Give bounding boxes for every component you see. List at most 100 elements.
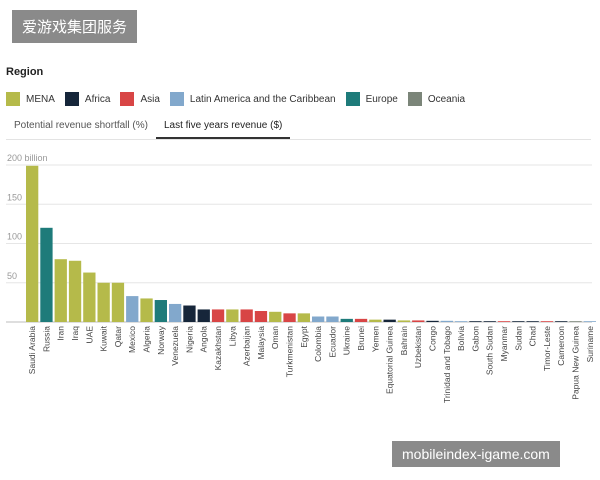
bar-suriname[interactable] [583, 321, 596, 322]
bar-ecuador[interactable] [326, 316, 339, 322]
x-tick-label: Nigeria [184, 326, 194, 353]
bar-trinidad-and-tobago[interactable] [440, 320, 453, 322]
legend-swatch-mena [6, 92, 20, 106]
legend-label-mena: MENA [26, 93, 55, 105]
y-tick-label: 200 billion [7, 153, 48, 163]
x-tick-label: Saudi Arabia [27, 326, 37, 374]
x-tick-label: Suriname [585, 326, 595, 363]
bar-turkmenistan[interactable] [283, 313, 296, 322]
bar-iraq[interactable] [68, 260, 82, 322]
tab-divider [6, 139, 591, 140]
x-tick-label: Malaysia [256, 326, 266, 360]
bar-angola[interactable] [197, 309, 210, 322]
x-tick-label: Yemen [370, 326, 380, 352]
legend-label-asia: Asia [140, 93, 160, 105]
bar-norway[interactable] [154, 300, 167, 322]
bar-timor-leste[interactable] [540, 321, 554, 322]
x-tick-label: Libya [227, 326, 237, 347]
bar-gabon[interactable] [469, 321, 482, 322]
legend-label-africa: Africa [84, 93, 111, 105]
bar-algeria[interactable] [140, 298, 153, 322]
bar-uzbekistan[interactable] [412, 320, 425, 322]
bar-bahrain[interactable] [397, 320, 411, 322]
legend-swatch-africa [64, 92, 79, 106]
bar-russia[interactable] [40, 227, 53, 322]
bar-congo[interactable] [426, 320, 439, 322]
x-tick-label: South Sudan [485, 326, 495, 375]
x-tick-label: Iraq [70, 326, 80, 341]
bar-brunei[interactable] [354, 318, 368, 322]
watermark-top: 爱游戏集团服务 [12, 10, 138, 43]
x-tick-label: UAE [84, 326, 94, 344]
bar-papua-new-guinea[interactable] [569, 321, 582, 322]
bar-uae[interactable] [83, 272, 96, 322]
x-tick-label: Algeria [142, 326, 152, 353]
legend-item-asia[interactable]: Asia [120, 92, 160, 106]
bar-kazakhstan[interactable] [211, 309, 225, 322]
x-tick-label: Uzbekistan [413, 326, 423, 368]
bar-oman[interactable] [269, 311, 282, 322]
x-tick-label: Congo [428, 326, 438, 351]
bar-kuwait[interactable] [97, 282, 110, 322]
y-tick-label: 100 [7, 232, 22, 242]
y-tick-label: 50 [7, 271, 17, 281]
bar-chad[interactable] [526, 321, 539, 322]
x-tick-label: Turkmenistan [285, 326, 295, 377]
legend-item-mena[interactable]: MENA [6, 92, 55, 106]
legend-label-latin-america: Latin America and the Caribbean [189, 93, 336, 105]
x-tick-label: Bahrain [399, 326, 409, 356]
bar-azerbaijan[interactable] [240, 309, 253, 322]
tab-five-year-revenue[interactable]: Last five years revenue ($) [155, 116, 291, 139]
bar-iran[interactable] [54, 259, 67, 322]
legend-swatch-europe [345, 92, 360, 106]
bar-yemen[interactable] [369, 319, 382, 322]
x-tick-label: Russia [41, 326, 51, 352]
legend-item-oceania[interactable]: Oceania [407, 92, 466, 106]
bar-myanmar[interactable] [497, 321, 511, 322]
bar-mexico[interactable] [126, 296, 139, 322]
x-tick-label: Angola [199, 326, 209, 353]
x-tick-label: Egypt [299, 325, 309, 347]
x-tick-label: Ecuador [327, 326, 337, 358]
x-tick-label: Norway [156, 325, 166, 355]
bar-malaysia[interactable] [254, 311, 268, 322]
legend-item-europe[interactable]: Europe [345, 92, 398, 106]
bar-saudi-arabia[interactable] [26, 165, 39, 322]
bar-ukraine[interactable] [340, 318, 353, 322]
legend-label-oceania: Oceania [427, 93, 466, 105]
bar-qatar[interactable] [111, 282, 125, 322]
y-tick-label: 150 [7, 192, 22, 202]
x-tick-label: Trinidad and Tobago [442, 326, 452, 403]
x-tick-label: Gabon [470, 326, 480, 352]
bar-libya[interactable] [226, 309, 239, 322]
region-title: Region [6, 66, 44, 78]
x-tick-label: Chad [528, 326, 538, 347]
x-tick-label: Qatar [113, 326, 123, 347]
x-tick-label: Ukraine [342, 326, 352, 356]
x-tick-label: Colombia [313, 326, 323, 362]
legend-label-europe: Europe [365, 93, 398, 105]
bar-equatorial-guinea[interactable] [383, 319, 396, 322]
x-tick-label: Sudan [513, 326, 523, 351]
bar-bolivia[interactable] [455, 321, 468, 322]
tab-revenue-shortfall[interactable]: Potential revenue shortfall (%) [14, 120, 148, 131]
bar-venezuela[interactable] [169, 303, 182, 322]
legend-item-africa[interactable]: Africa [64, 92, 111, 106]
bar-sudan[interactable] [512, 321, 525, 322]
x-tick-label: Timor-Leste [542, 326, 552, 371]
x-tick-label: Kazakhstan [213, 326, 223, 371]
x-tick-label: Equatorial Guinea [385, 326, 395, 394]
x-tick-label: Brunei [356, 326, 366, 351]
bar-egypt[interactable] [297, 313, 310, 322]
legend-item-latin-america[interactable]: Latin America and the Caribbean [169, 92, 336, 106]
x-tick-label: Papua New Guinea [571, 326, 581, 400]
x-tick-label: Bolivia [456, 326, 466, 351]
bar-colombia[interactable] [312, 316, 325, 322]
bar-nigeria[interactable] [183, 305, 196, 322]
x-tick-label: Kuwait [99, 325, 109, 351]
x-tick-label: Azerbaijan [242, 326, 252, 366]
bar-south-sudan[interactable] [483, 321, 496, 322]
watermark-bottom: mobileindex-igame.com [392, 441, 560, 467]
bar-cameroon[interactable] [555, 321, 568, 322]
